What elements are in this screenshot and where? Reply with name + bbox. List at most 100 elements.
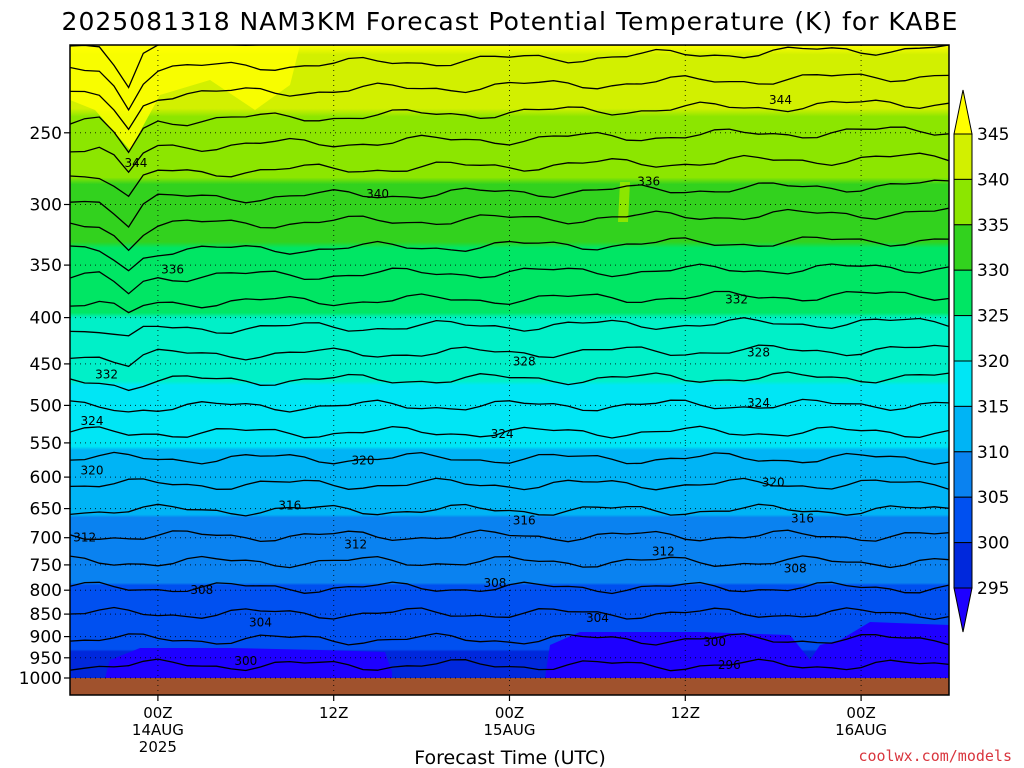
grid-lines <box>70 45 949 695</box>
isentrope-line <box>70 581 949 595</box>
y-tick-label: 800 <box>30 581 62 601</box>
colorbar-label: 315 <box>977 397 1009 417</box>
contour-label: 320 <box>81 464 104 478</box>
chart-title: 2025081318 NAM3KM Forecast Potential Tem… <box>62 7 959 36</box>
colorbar-label: 340 <box>977 170 1009 190</box>
y-tick-label: 850 <box>30 605 62 625</box>
contour-label: 312 <box>73 531 96 545</box>
contour-label: 296 <box>718 658 741 672</box>
isentrope-line <box>70 606 949 621</box>
colorbar-swatch <box>953 360 973 407</box>
isentrope-line <box>70 45 949 112</box>
y-tick-label: 950 <box>30 649 62 669</box>
contour-label: 324 <box>747 396 770 410</box>
isentrope-line <box>70 263 949 295</box>
contour-label: 304 <box>586 611 609 625</box>
contour-label: 340 <box>366 187 389 201</box>
isentrope-line <box>70 317 949 337</box>
contour-label: 308 <box>784 562 807 576</box>
contour-label: 316 <box>278 499 301 513</box>
colorbar-swatch <box>953 133 973 180</box>
contour-label: 332 <box>725 293 748 307</box>
contour-label: 300 <box>703 635 726 649</box>
contour-label: 336 <box>161 263 184 277</box>
warm-ridge-mid <box>618 182 630 222</box>
isentrope-line <box>70 658 949 672</box>
colorbar-swatch <box>953 224 973 271</box>
contour-label: 344 <box>124 156 147 170</box>
field-anomalies <box>70 45 949 678</box>
colorbar-label: 295 <box>977 579 1009 599</box>
colorbar-cap-bottom <box>953 587 973 633</box>
contour-label: 308 <box>483 576 506 590</box>
contour-label: 308 <box>190 583 213 597</box>
isentrope-line <box>70 152 949 198</box>
y-tick-label: 600 <box>30 468 62 488</box>
isentrope-line <box>70 236 949 272</box>
colorbar-label: 310 <box>977 443 1009 463</box>
ground-surface <box>70 678 949 695</box>
contour-label: 312 <box>344 537 367 551</box>
isentrope-line <box>70 632 949 646</box>
contour-label: 344 <box>769 93 792 107</box>
contour-labels: 344 344 340 336 336 332 332 328 328 324 324 324 320 3… <box>73 93 814 672</box>
contour-label: 300 <box>234 654 257 668</box>
colorbar-label: 325 <box>977 307 1009 327</box>
isentrope-line <box>70 555 949 569</box>
y-tick-label: 500 <box>30 396 62 416</box>
colorbar: 295 300 305 310 315 320 325 330 335 340 345 <box>953 89 1009 633</box>
x-tick-label: 12Z <box>671 704 700 722</box>
y-tick-label: 900 <box>30 628 62 648</box>
credit-text: coolwx.com/models <box>858 747 1012 765</box>
contour-label: 320 <box>352 453 375 467</box>
contour-label: 328 <box>513 354 536 368</box>
isentrope-line <box>70 99 949 154</box>
x-tick-label: 00Z <box>846 704 875 722</box>
y-tick-label: 250 <box>30 124 62 144</box>
colorbar-label: 305 <box>977 488 1009 508</box>
isentrope-line <box>70 207 949 252</box>
x-tick-label: 2025 <box>139 738 177 756</box>
colorbar-label: 320 <box>977 352 1009 372</box>
x-tick-label: 16AUG <box>835 721 887 739</box>
contour-label: 304 <box>249 615 272 629</box>
colorbar-swatch <box>953 315 973 362</box>
y-tick-label: 750 <box>30 556 62 576</box>
contour-label: 316 <box>513 514 536 528</box>
x-tick-label: 14AUG <box>132 721 184 739</box>
plot-area: 344 344 340 336 336 332 332 328 328 324 324 324 320 3… <box>69 44 950 696</box>
contour-label: 316 <box>791 512 814 526</box>
isentrope-line <box>70 344 949 368</box>
colorbar-label: 335 <box>977 216 1009 236</box>
contour-label: 324 <box>491 427 514 441</box>
contour-label: 328 <box>747 345 770 359</box>
x-tick-label: 15AUG <box>484 721 536 739</box>
contour-label: 320 <box>762 475 785 489</box>
colorbar-swatch <box>953 405 973 453</box>
x-tick-label: 00Z <box>495 704 524 722</box>
cold-pool-left <box>105 648 392 678</box>
colorbar-swatch <box>953 451 973 498</box>
colorbar-label: 300 <box>977 534 1009 554</box>
y-tick-label: 450 <box>30 355 62 375</box>
y-tick-label: 350 <box>30 256 62 276</box>
contour-label: 324 <box>81 414 104 428</box>
colorbar-cap-top <box>953 89 973 135</box>
isentrope-line <box>70 73 949 131</box>
contour-label: 312 <box>652 545 675 559</box>
y-tick-label: 700 <box>30 529 62 549</box>
contour-label: 332 <box>95 367 118 381</box>
colorbar-swatch <box>953 178 973 226</box>
isentrope-line <box>70 290 949 314</box>
x-tick-label: 12Z <box>319 704 348 722</box>
y-tick-label: 650 <box>30 500 62 520</box>
colorbar-swatch <box>953 269 973 317</box>
colorbar-label: 345 <box>977 125 1009 145</box>
isentrope-line <box>70 451 949 465</box>
isentropes <box>70 45 949 672</box>
colorbar-swatch <box>953 542 973 589</box>
x-axis-label: Forecast Time (UTC) <box>414 747 605 768</box>
y-tick-label: 1000 <box>19 669 62 689</box>
